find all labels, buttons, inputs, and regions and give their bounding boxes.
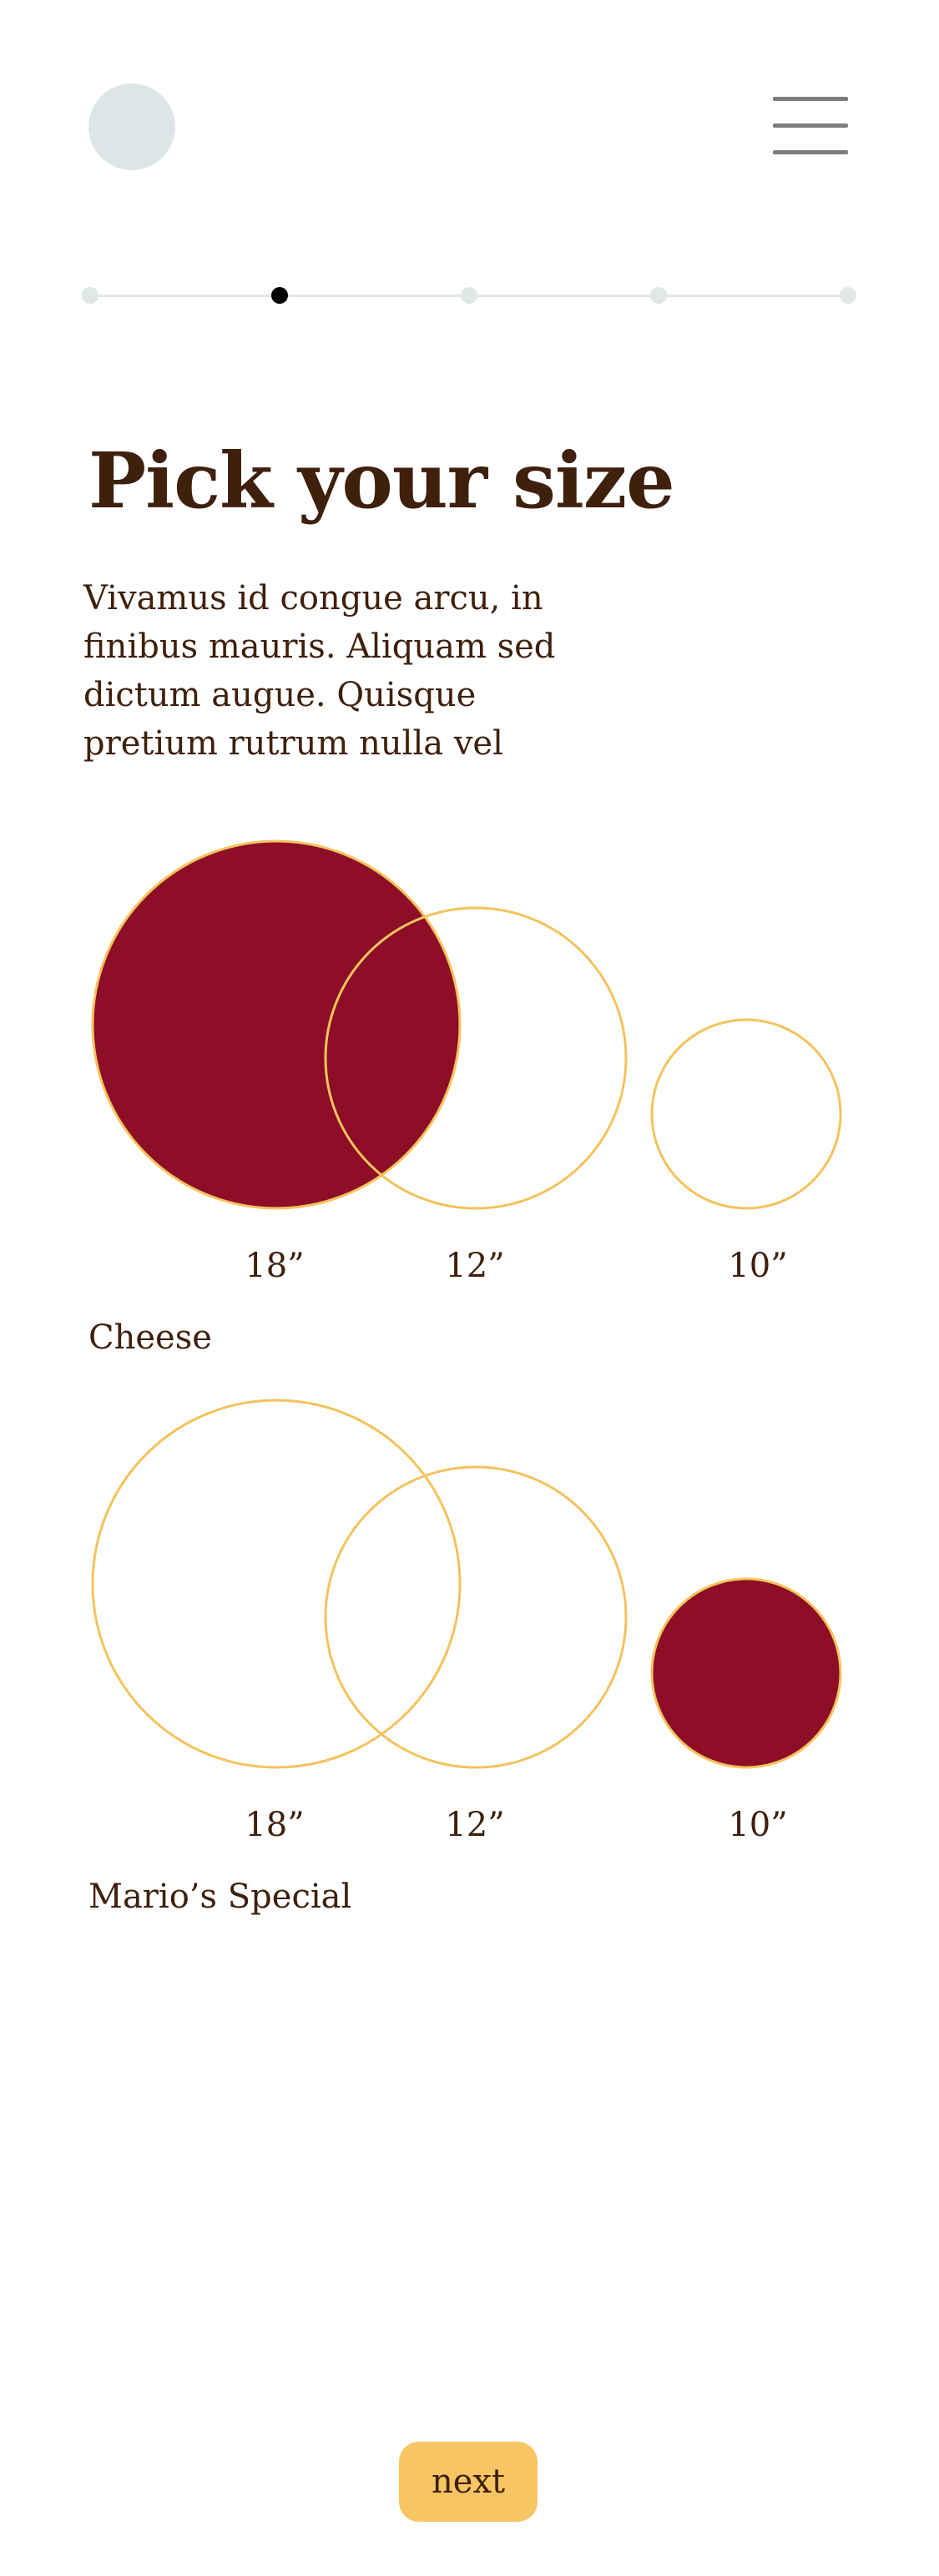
size-option-12[interactable] [324, 906, 628, 1210]
hamburger-menu-icon[interactable] [773, 97, 848, 157]
product-name: Cheese [88, 1318, 212, 1357]
size-circles-marios-special [91, 1399, 842, 1769]
progress-step-dot [271, 287, 288, 304]
page-title: Pick your size [88, 436, 675, 526]
product-name: Mario’s Special [88, 1878, 352, 1916]
menu-bar-middle [773, 124, 848, 128]
size-option-12[interactable] [324, 1465, 628, 1769]
progress-step-dot [650, 287, 667, 304]
product-marios-special: 18” 12” 10” Mario’s Special [0, 1399, 939, 1933]
step-progress [82, 287, 856, 304]
progress-step-dot [461, 287, 477, 304]
size-label-10: 10” [728, 1806, 788, 1844]
progress-step-dot [840, 287, 856, 304]
size-label-10: 10” [728, 1247, 788, 1285]
size-label-18: 18” [245, 1806, 305, 1844]
menu-bar-top [773, 97, 848, 101]
size-option-10[interactable] [650, 1577, 842, 1769]
intro-text: Vivamus id congue arcu, in finibus mauri… [83, 579, 556, 763]
avatar [88, 83, 175, 170]
size-option-18[interactable] [91, 1399, 462, 1769]
size-option-18[interactable] [91, 839, 462, 1210]
product-cheese: 18” 12” 10” Cheese [0, 839, 939, 1374]
size-circles-cheese [91, 839, 842, 1210]
menu-bar-bottom [773, 150, 848, 154]
next-button[interactable]: next [399, 2442, 538, 2522]
size-label-12: 12” [445, 1806, 505, 1844]
size-option-10[interactable] [650, 1018, 842, 1210]
size-label-12: 12” [445, 1247, 505, 1285]
progress-step-dot [82, 287, 98, 304]
size-label-18: 18” [245, 1247, 305, 1285]
